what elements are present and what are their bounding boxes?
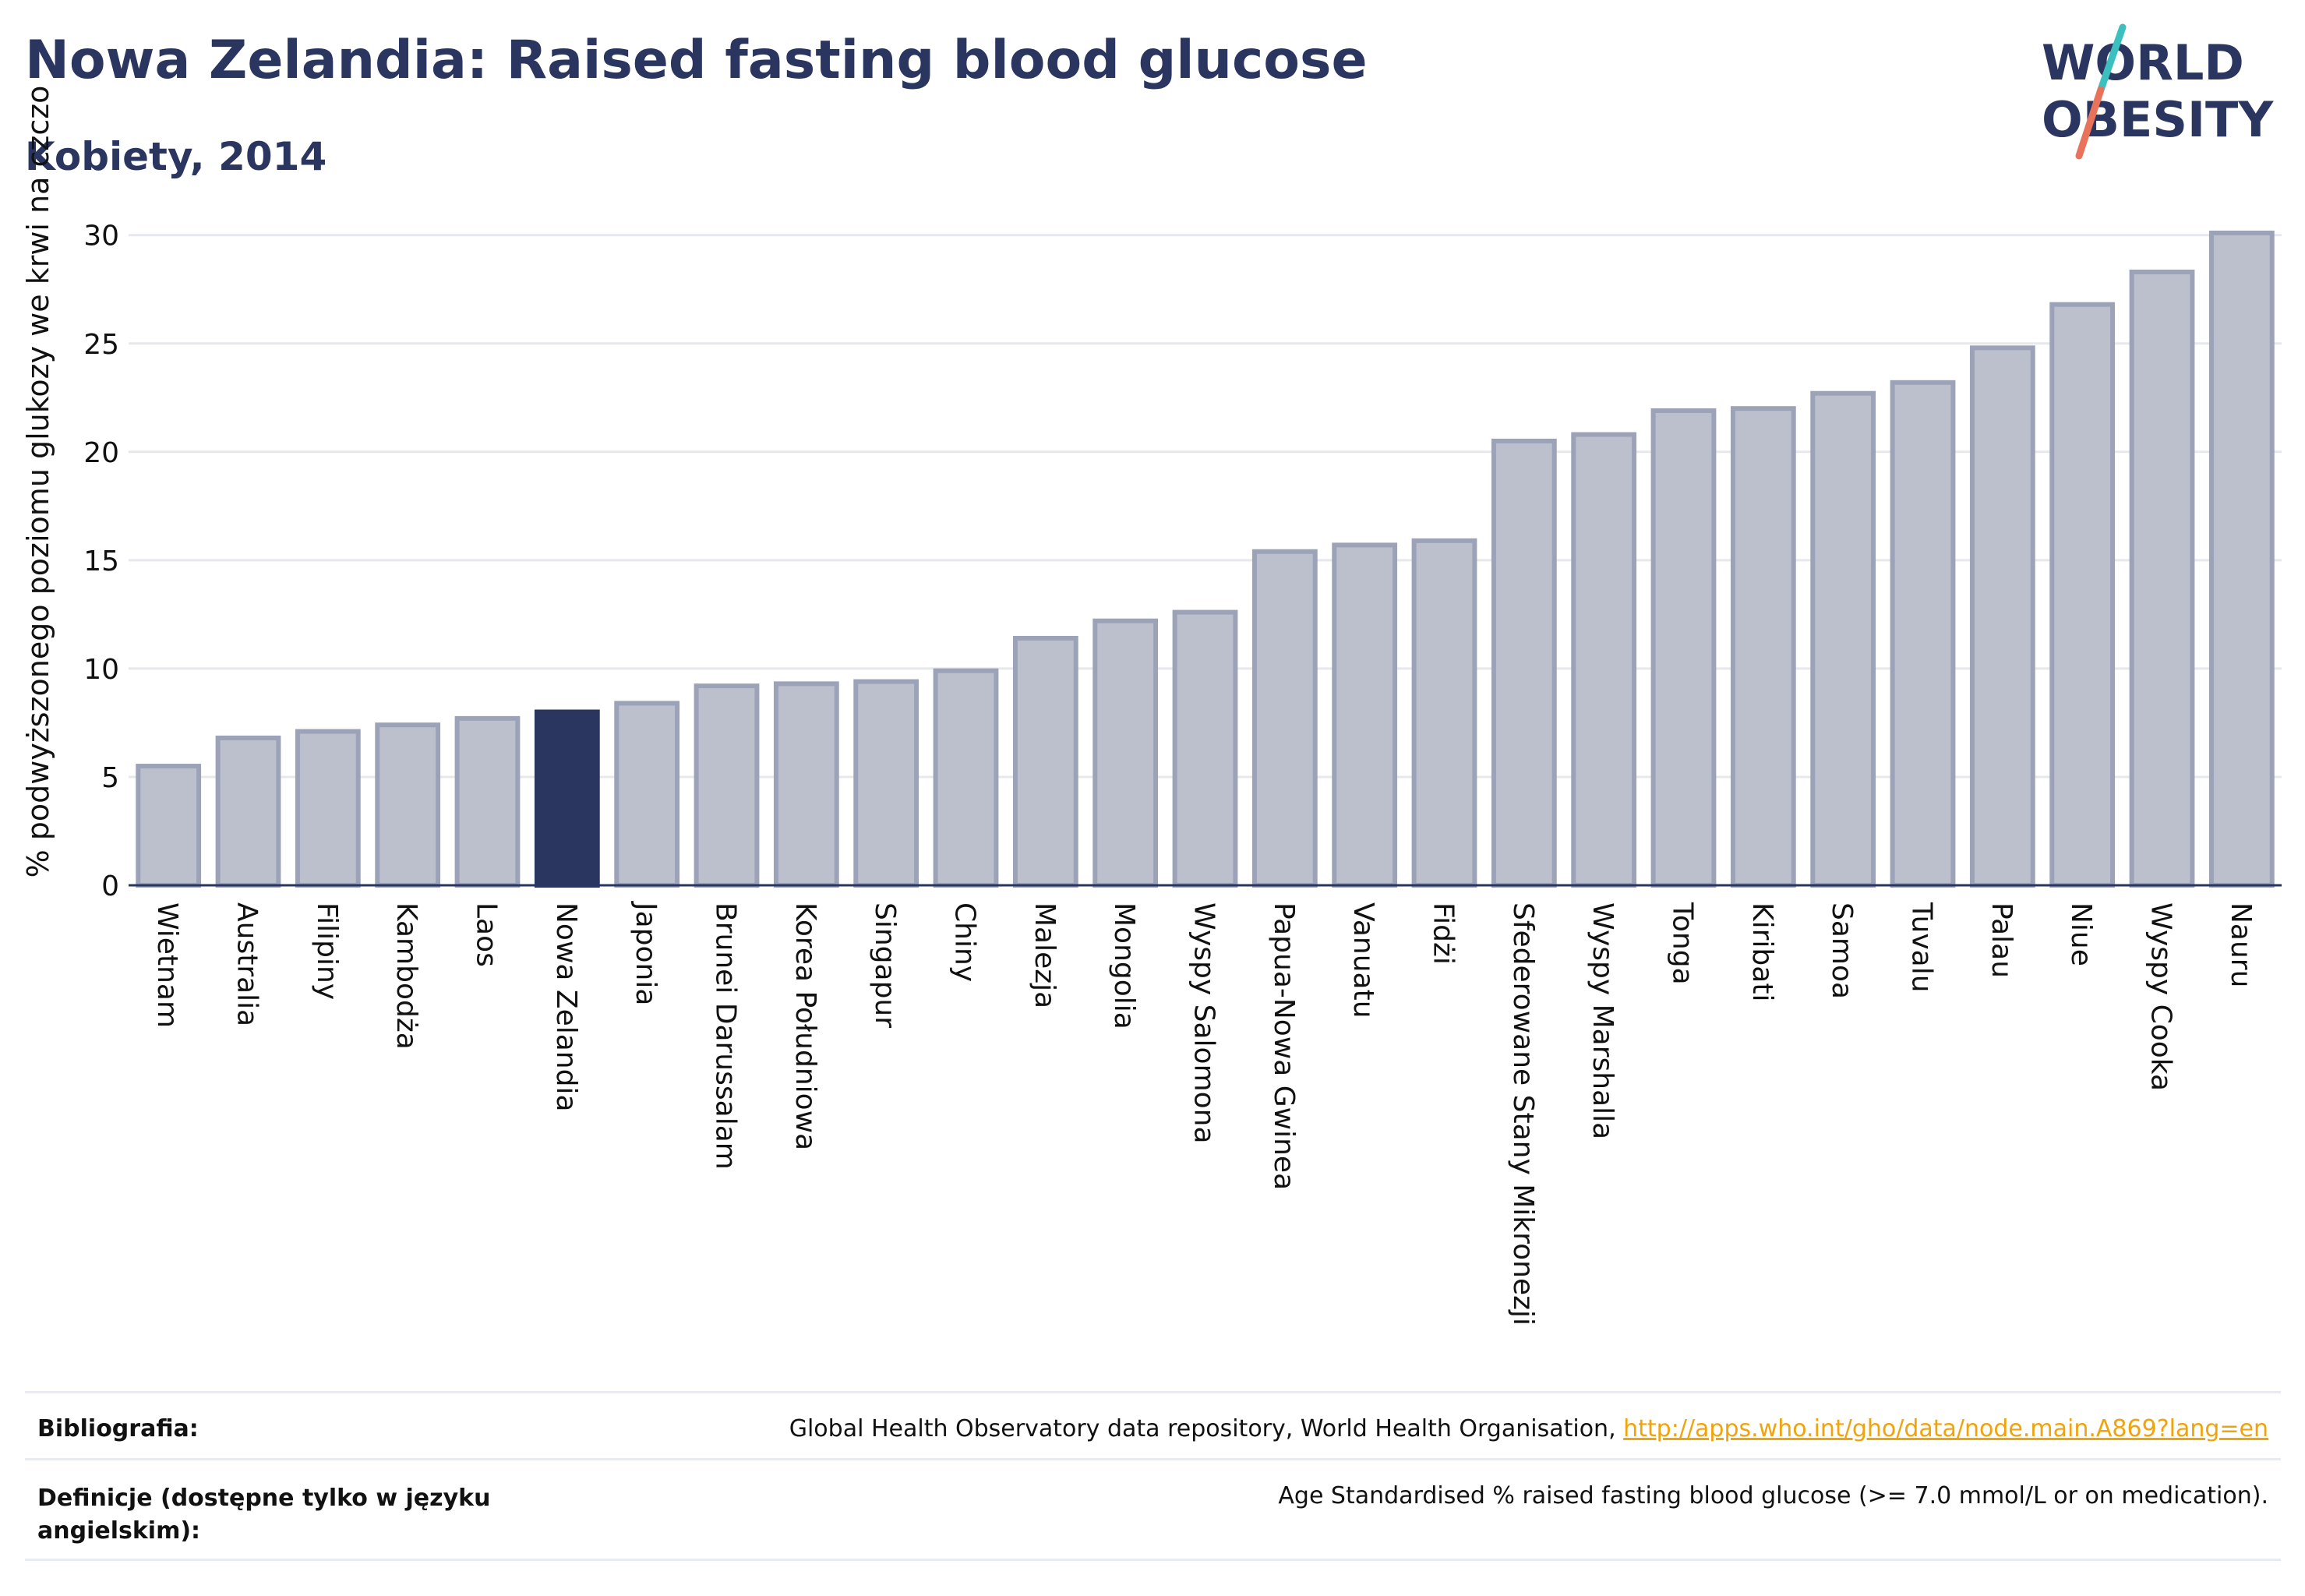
bar bbox=[1969, 345, 2035, 888]
bibliography-row: Bibliografia: Global Health Observatory … bbox=[25, 1391, 2281, 1460]
x-tick-label: Tuvalu bbox=[1906, 902, 1938, 993]
bar bbox=[2208, 230, 2275, 888]
x-tick-label: Australia bbox=[231, 902, 263, 1026]
bar bbox=[614, 701, 680, 888]
bar bbox=[1810, 390, 1876, 888]
bar bbox=[454, 715, 521, 888]
bar bbox=[694, 683, 760, 888]
x-tick-label: Brunei Darussalam bbox=[710, 902, 742, 1170]
definitions-label: Definicje (dostępne tylko w języku angie… bbox=[37, 1482, 490, 1548]
y-tick-label: 20 bbox=[83, 437, 119, 469]
y-tick-label: 5 bbox=[101, 762, 119, 794]
logo-slash-coral bbox=[2075, 86, 2105, 160]
bar bbox=[375, 722, 441, 888]
x-tick-label: Vanuatu bbox=[1347, 902, 1379, 1019]
x-tick-label: Nauru bbox=[2225, 902, 2257, 987]
bar bbox=[1332, 542, 1398, 888]
y-axis-label: % podwyższonego poziomu glukozy we krwi … bbox=[21, 86, 55, 878]
y-tick-label: 30 bbox=[83, 221, 119, 252]
bibliography-value: Global Health Observatory data repositor… bbox=[789, 1415, 2268, 1442]
x-tick-label: Samoa bbox=[1826, 902, 1858, 999]
y-tick-label: 15 bbox=[83, 546, 119, 577]
bar bbox=[1650, 408, 1717, 888]
bibliography-link[interactable]: http://apps.who.int/gho/data/node.main.A… bbox=[1623, 1415, 2268, 1442]
x-tick-label: Korea Południowa bbox=[789, 902, 821, 1150]
bar bbox=[215, 735, 281, 888]
x-tick-label: Japonia bbox=[630, 901, 662, 1005]
bibliography-text: Global Health Observatory data repositor… bbox=[789, 1415, 1624, 1442]
x-tick-label: Wyspy Marshalla bbox=[1587, 902, 1618, 1139]
bar bbox=[1012, 635, 1078, 888]
bar bbox=[136, 764, 202, 888]
x-tick-label: Fidżi bbox=[1428, 902, 1460, 965]
bar bbox=[534, 709, 600, 888]
definitions-label-line-2: angielskim): bbox=[37, 1517, 201, 1545]
bar bbox=[1172, 609, 1238, 888]
bar-chart: 0 5 10 15 20 25 30 % podwyższonego poziomu gluk… bbox=[21, 86, 2282, 1326]
bar bbox=[1890, 380, 1956, 888]
chart-title: Nowa Zelandia: Raised fasting blood gluc… bbox=[25, 30, 1368, 91]
bar bbox=[1730, 406, 1796, 888]
x-tick-label: Mongolia bbox=[1108, 902, 1140, 1029]
bar bbox=[2129, 269, 2195, 888]
logo-line-1: WORLD bbox=[2042, 34, 2244, 91]
x-tick-label: Kambodża bbox=[390, 902, 422, 1050]
x-tick-label: Filipiny bbox=[311, 902, 343, 1000]
x-tick-label: Laos bbox=[471, 902, 503, 967]
definitions-row: Definicje (dostępne tylko w języku angie… bbox=[25, 1458, 2281, 1561]
bar bbox=[1251, 549, 1318, 888]
x-tick-label: Niue bbox=[2065, 902, 2097, 966]
x-tick-label: Tonga bbox=[1667, 902, 1699, 985]
logo-slash-teal bbox=[2097, 23, 2127, 94]
bar bbox=[1491, 438, 1557, 888]
x-tick-label: Wyspy Salomona bbox=[1188, 902, 1220, 1144]
world-obesity-logo[interactable]: WORLD OBESITY bbox=[2026, 23, 2291, 164]
bar bbox=[773, 681, 839, 888]
bar bbox=[933, 668, 999, 888]
x-tick-label: Singapur bbox=[869, 902, 901, 1028]
logo-line-2: OBESITY bbox=[2042, 91, 2274, 148]
chart-subtitle: Kobiety, 2014 bbox=[25, 134, 327, 179]
x-tick-label: Wietnam bbox=[151, 902, 183, 1028]
bibliography-label: Bibliografia: bbox=[37, 1415, 199, 1442]
definitions-label-line-1: Definicje (dostępne tylko w języku bbox=[37, 1485, 491, 1512]
definitions-value: Age Standardised % raised fasting blood … bbox=[1278, 1482, 2268, 1509]
x-tick-label: Wyspy Cooka bbox=[2145, 902, 2177, 1091]
bar bbox=[1092, 618, 1159, 888]
y-tick-label: 25 bbox=[83, 329, 119, 361]
bar bbox=[2049, 302, 2116, 888]
bar bbox=[853, 679, 920, 888]
x-tick-label: Malezja bbox=[1029, 902, 1061, 1008]
y-tick-label: 0 bbox=[101, 870, 119, 902]
bar bbox=[1571, 432, 1637, 888]
x-tick-label: Sfederowane Stany Mikronezji bbox=[1507, 902, 1539, 1326]
x-tick-label: Papua-Nowa Gwinea bbox=[1268, 902, 1300, 1190]
y-tick-label: 10 bbox=[83, 654, 119, 686]
x-tick-label: Nowa Zelandia bbox=[550, 902, 582, 1112]
x-tick-label: Chiny bbox=[949, 902, 981, 982]
bar bbox=[1411, 538, 1477, 888]
x-tick-label: Kiribati bbox=[1746, 902, 1778, 1001]
bar bbox=[295, 729, 361, 888]
x-tick-label: Palau bbox=[1986, 902, 2017, 978]
